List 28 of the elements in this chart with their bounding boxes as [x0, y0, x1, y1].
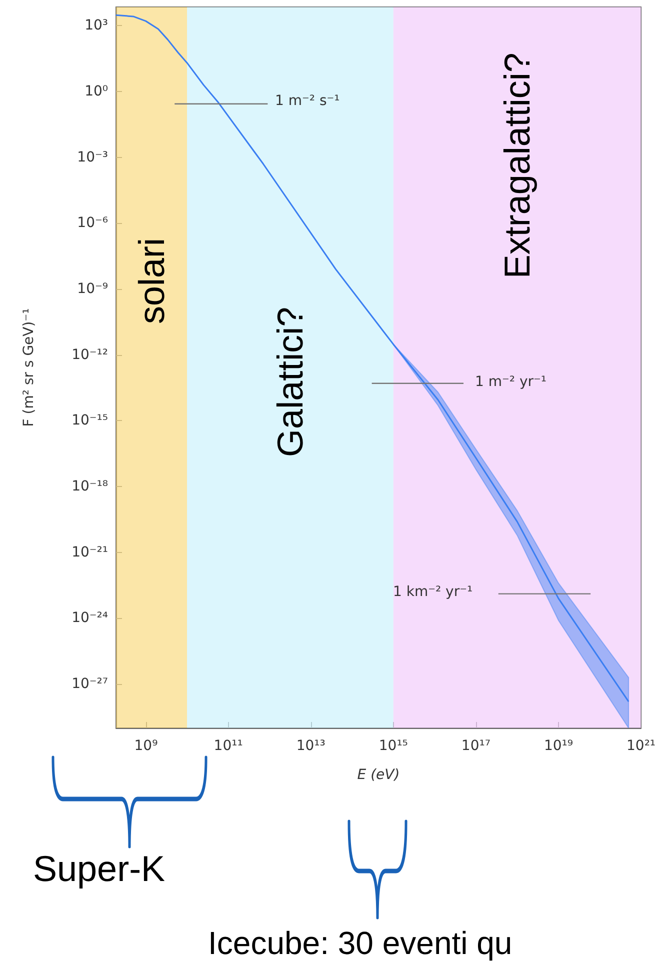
y-tick-label: 10⁻³ [77, 149, 108, 166]
x-tick-label: 10¹¹ [214, 738, 243, 754]
x-tick-label: 10²¹ [626, 738, 656, 754]
band-label: Galattici? [270, 306, 311, 457]
x-axis-title: E (eV) [357, 767, 400, 783]
x-tick-label: 10¹³ [296, 738, 326, 754]
y-axis-title: F (m² sr s GeV)⁻¹ [21, 308, 37, 427]
band-label: solari [131, 238, 172, 324]
annotation: 1 km⁻² yr⁻¹ [393, 584, 473, 600]
y-tick-label: 10⁻¹⁵ [72, 412, 108, 429]
x-tick-label: 10¹⁵ [378, 738, 408, 754]
x-tick-label: 10¹⁹ [544, 738, 573, 754]
x-tick-label: 10⁹ [134, 738, 158, 754]
y-tick-label: 10⁻²⁴ [72, 610, 108, 626]
annotation: 1 m⁻² s⁻¹ [275, 93, 340, 109]
x-tick-label: 10¹⁷ [461, 738, 490, 754]
y-tick-label: 10⁻⁹ [77, 280, 108, 297]
y-tick-label: 10⁰ [84, 83, 108, 100]
y-tick-label: 10⁻¹² [72, 346, 108, 363]
y-tick-label: 10⁻²¹ [72, 544, 108, 560]
y-tick-label: 10³ [84, 18, 108, 34]
text: Icecube: 30 eventi qu [208, 925, 512, 962]
y-tick-label: 10⁻⁶ [77, 215, 108, 232]
band-label: Extragalattici? [496, 52, 538, 279]
y-tick-label: 10⁻²⁷ [72, 676, 108, 692]
y-tick-label: 10⁻¹⁸ [72, 478, 108, 495]
annotation: 1 m⁻² yr⁻¹ [475, 374, 546, 390]
text: Super-K [33, 848, 166, 890]
